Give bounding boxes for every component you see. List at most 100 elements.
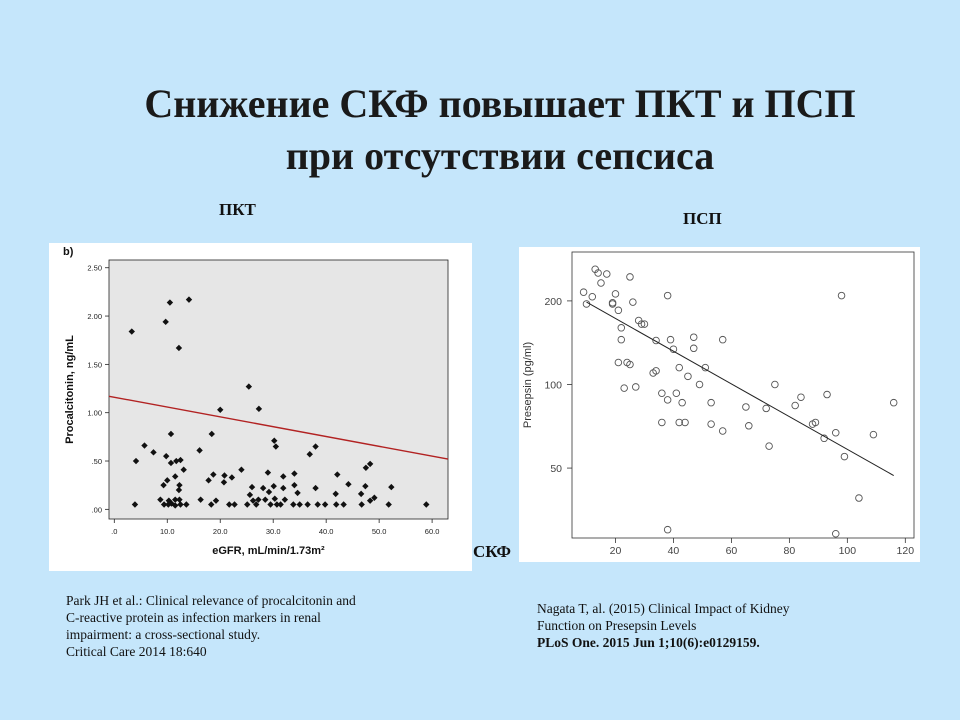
data-point — [637, 320, 646, 328]
data-point — [175, 344, 183, 352]
data-point — [205, 477, 212, 484]
plot-area — [571, 251, 915, 539]
data-point — [197, 496, 204, 503]
data-point — [221, 472, 228, 479]
data-point — [246, 491, 254, 499]
presepsin-chart: 50 100 200 20 40 60 80 100 120 Presepsin (pg/ml) — [522, 251, 915, 557]
psp-label: ПСП — [683, 209, 722, 228]
data-point — [196, 447, 203, 454]
data-point — [264, 469, 272, 476]
data-point — [629, 298, 637, 306]
data-point — [208, 430, 215, 438]
data-point — [131, 501, 139, 508]
data-point — [366, 497, 374, 504]
data-point — [217, 406, 224, 413]
data-point — [791, 401, 799, 410]
data-point — [423, 501, 430, 508]
data-point — [684, 372, 692, 381]
x-tick-label: .0 — [111, 527, 117, 536]
data-point — [588, 292, 597, 301]
data-point — [672, 389, 681, 397]
y-tick-label: .50 — [92, 457, 102, 466]
x-tick-label: 40.0 — [319, 527, 334, 536]
panel-label: b) — [63, 246, 74, 258]
x-tick-label: 10.0 — [160, 527, 175, 536]
x-tick-label: 60 — [726, 545, 738, 557]
data-point — [333, 501, 340, 508]
x-tick-label: 80 — [784, 545, 796, 557]
data-point — [371, 494, 378, 501]
data-point — [177, 456, 184, 464]
x-tick-label: 20 — [610, 545, 622, 557]
reference-left-line: Critical Care 2014 18:640 — [66, 644, 207, 659]
x-tick-label: 120 — [897, 545, 915, 557]
reference-left-line: Park JH et al.: Clinical relevance of pr… — [66, 593, 356, 608]
reference-right: Nagata T, al. (2015) Clinical Impact of … — [537, 600, 917, 651]
data-point — [831, 429, 840, 437]
presepsin-chart-panel: 50 100 200 20 40 60 80 100 120 Presepsin (pg/ml) — [519, 247, 920, 562]
data-point — [271, 495, 278, 502]
data-point — [695, 380, 704, 389]
data-point — [291, 481, 298, 489]
data-point — [314, 501, 321, 508]
data-point — [321, 501, 329, 508]
y-tick-label: 2.50 — [87, 264, 102, 273]
data-point — [675, 363, 683, 372]
data-point — [663, 525, 672, 534]
data-point — [167, 459, 175, 467]
data-point — [689, 344, 698, 353]
data-point — [255, 496, 262, 503]
y-axis-label: Procalcitonin, ng/mL — [64, 335, 76, 444]
procalcitonin-chart-panel: .00 .50 1.00 1.50 2.00 2.50 .0 10.0 20.0 30.0 40.0… — [49, 243, 472, 571]
data-point — [678, 398, 686, 407]
data-point — [253, 501, 260, 508]
data-point — [128, 328, 135, 335]
reference-right-line: Nagata T, al. (2015) Clinical Impact of … — [537, 601, 790, 616]
x-tick-label: 40 — [668, 545, 680, 557]
data-point — [889, 398, 898, 407]
data-point — [334, 471, 341, 478]
data-point — [620, 384, 628, 392]
data-point — [745, 422, 753, 430]
data-point — [176, 481, 183, 489]
data-point — [172, 473, 179, 480]
y-axis-label: Presepsin (pg/ml) — [522, 342, 534, 428]
data-point — [304, 501, 311, 508]
x-tick-label: 30.0 — [266, 527, 281, 536]
data-point — [180, 466, 187, 473]
data-point — [632, 383, 640, 391]
data-point — [259, 484, 267, 492]
data-point — [718, 427, 727, 435]
data-point — [666, 335, 675, 344]
data-point — [160, 481, 167, 489]
data-point — [262, 496, 269, 503]
data-point — [837, 291, 846, 300]
data-point — [675, 418, 683, 427]
data-point — [141, 442, 148, 449]
data-point — [765, 442, 773, 450]
x-tick-label: 60.0 — [425, 527, 440, 536]
data-point — [272, 443, 280, 450]
data-point — [663, 396, 672, 404]
y-tick-label: 2.00 — [87, 312, 102, 321]
trend-line — [586, 301, 894, 476]
data-point — [183, 501, 190, 508]
data-point — [762, 404, 770, 413]
reference-right-line: Function on Presepsin Levels — [537, 618, 697, 633]
data-point — [707, 398, 715, 407]
data-point — [176, 496, 183, 503]
procalcitonin-chart: .00 .50 1.00 1.50 2.00 2.50 .0 10.0 20.0 30.0 40.0… — [63, 246, 449, 557]
data-point — [280, 473, 287, 480]
plot-area — [108, 259, 449, 520]
data-point — [167, 430, 175, 438]
data-point — [640, 320, 649, 328]
data-point — [840, 452, 849, 461]
data-point — [614, 306, 623, 315]
data-point — [652, 367, 660, 375]
reference-left: Park JH et al.: Clinical relevance of pr… — [66, 592, 466, 660]
data-point — [271, 437, 278, 444]
data-point — [185, 296, 193, 303]
data-point — [312, 443, 319, 450]
data-point — [150, 449, 157, 456]
data-point — [291, 470, 298, 477]
